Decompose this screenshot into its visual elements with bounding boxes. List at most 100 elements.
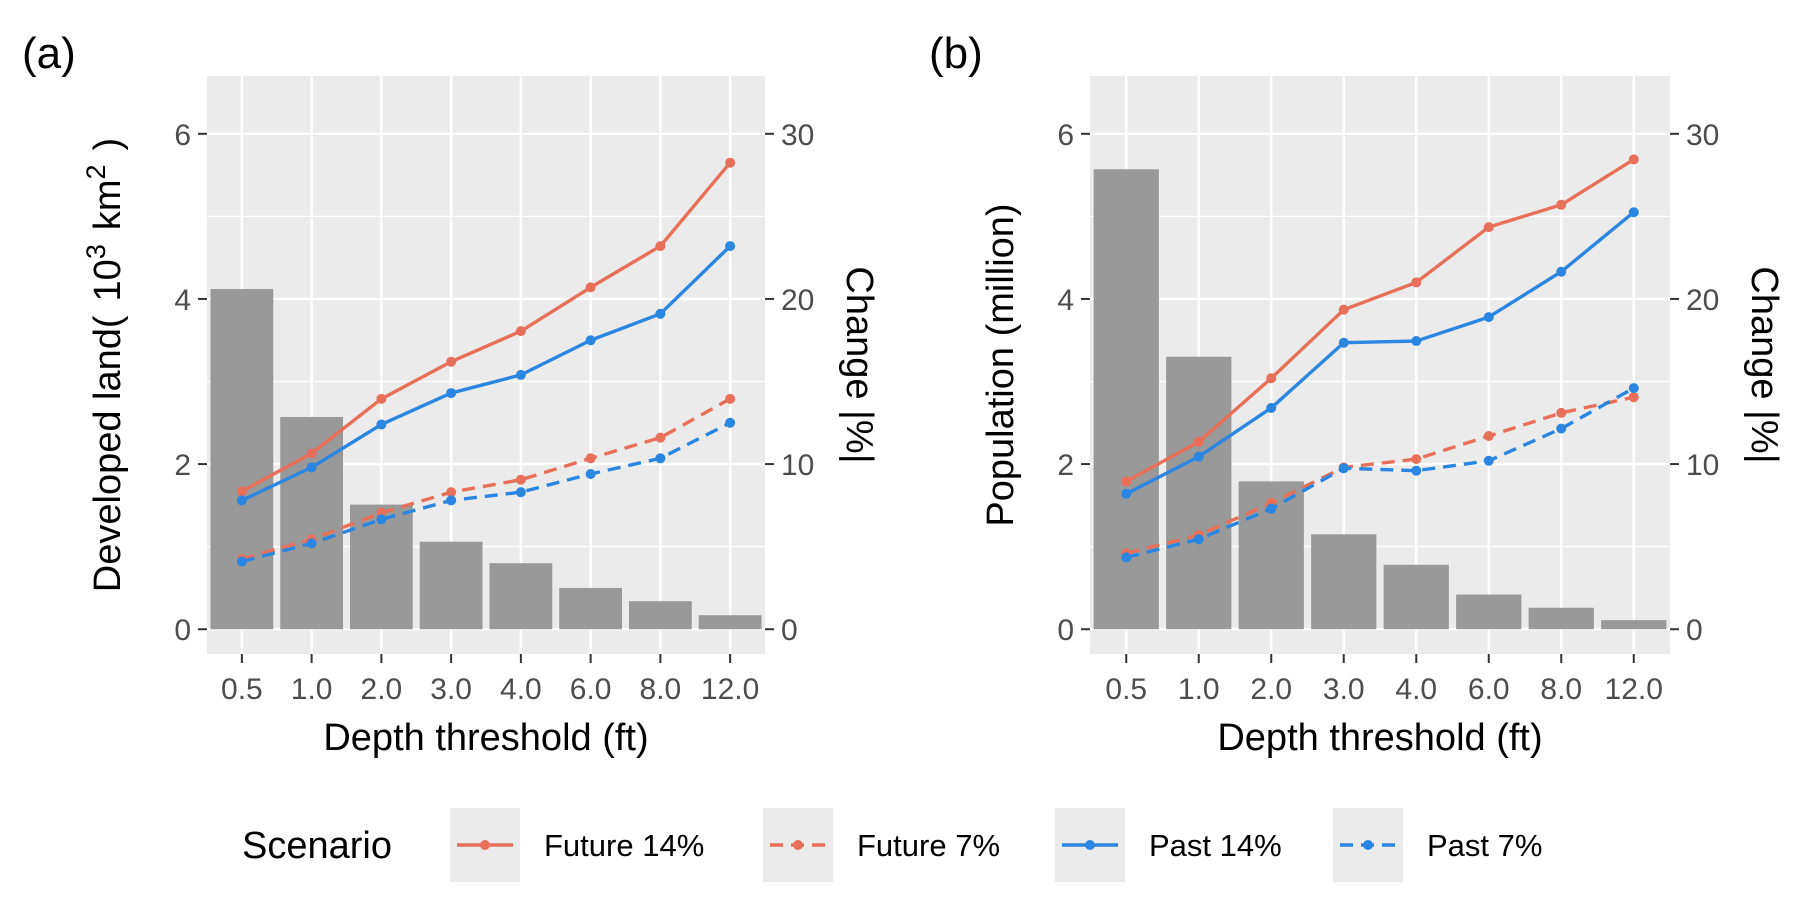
y2-tick-label: 10 [781,449,814,482]
y-tick-label: 0 [174,614,191,647]
x-tick-label: 3.0 [430,673,472,706]
series-line-future-14 [241,161,732,493]
series-line-future-7 [1125,395,1635,555]
point-future-14 [1266,373,1277,384]
point-past-14 [1556,266,1567,277]
y2-tick-label: 20 [1686,284,1719,317]
y-tick-label: 0 [1057,614,1074,647]
point-future-14 [725,157,736,168]
point-future-14 [515,326,526,337]
point-past-7 [1628,383,1639,394]
series-line-future-7 [241,397,731,561]
point-past-14 [376,419,387,430]
point-future-14 [1483,222,1494,233]
bar-6.0 [1456,594,1522,630]
y-tick-label: 6 [174,119,191,152]
point-future-14 [1121,476,1132,487]
x-tick-label: 4.0 [1395,673,1437,706]
series-line-past-14 [241,244,732,502]
point-past-14 [1193,451,1204,462]
point-future-7 [1483,431,1494,442]
y-axis-title-part: 2 [81,164,111,179]
legend-label-future-14: Future 14% [544,828,704,863]
point-past-7 [1556,423,1567,434]
y-tick-label: 4 [174,284,191,317]
bar-6.0 [559,587,623,630]
legend-key-point-past-7 [1363,840,1373,850]
point-future-14 [236,486,247,497]
bar-0.5 [210,289,274,630]
y2-tick-label: 10 [1686,449,1719,482]
legend-key-point-future-14 [480,840,490,850]
legend-label-past-14: Past 14% [1149,828,1282,863]
point-past-14 [1121,488,1132,499]
y-tick-label: 2 [174,449,191,482]
point-future-14 [1338,304,1349,315]
bar-2.0 [349,504,413,630]
bar-12.0 [1601,620,1667,630]
x-tick-label: 2.0 [1250,673,1292,706]
point-future-14 [655,241,666,252]
series-line-future-14 [1125,157,1635,483]
point-future-7 [446,487,457,498]
point-past-14 [1483,312,1494,323]
point-past-7 [1483,455,1494,466]
y2-tick-label: 30 [1686,119,1719,152]
x-tick-label: 4.0 [500,673,542,706]
point-past-14 [655,308,666,319]
x-tick-label: 3.0 [1323,673,1365,706]
x-tick-label: 1.0 [1178,673,1220,706]
y2-tick-label: 0 [781,614,798,647]
panel-tag: (a) [22,29,76,78]
point-future-7 [1628,392,1639,403]
y-axis-title: Population (million) [980,203,1022,526]
y2-tick-label: 20 [781,284,814,317]
point-future-14 [585,282,596,293]
bar-1.0 [1166,356,1232,630]
bar-3.0 [419,541,483,630]
point-past-7 [1121,552,1132,563]
x-tick-label: 12.0 [701,673,759,706]
bar-3.0 [1311,534,1377,630]
y-axis-title-part: 3 [81,244,111,259]
series-line-past-7 [1125,386,1635,560]
x-tick-label: 2.0 [361,673,403,706]
y2-tick-label: 30 [781,119,814,152]
point-future-14 [446,356,457,367]
panel-b: 0 2 4 6 0 10 20 30 0.5 1.0 2.0 3.0 4.0 6.0 8.0 12.0 Dept… [929,29,1785,759]
x-tick-label: 12.0 [1605,673,1663,706]
point-future-7 [1411,454,1422,465]
x-tick-label: 6.0 [1468,673,1510,706]
x-tick-label: 6.0 [570,673,612,706]
point-future-14 [1411,277,1422,288]
y2-axis-title: Change |%| [1743,266,1785,463]
point-future-7 [1556,407,1567,418]
y-axis-title-part: 10 [87,259,129,301]
x-tick-label: 8.0 [640,673,682,706]
legend-title: Scenario [242,825,392,867]
y-tick-label: 2 [1057,449,1074,482]
x-tick-label: 8.0 [1540,673,1582,706]
point-future-7 [585,453,596,464]
bar-8.0 [628,601,692,630]
point-past-14 [1266,402,1277,413]
point-past-14 [585,335,596,346]
point-future-14 [306,448,317,459]
point-past-7 [655,453,666,464]
x-tick-label: 1.0 [291,673,333,706]
x-tick-label: 0.5 [1105,673,1147,706]
point-future-7 [515,474,526,485]
point-past-7 [725,417,736,428]
legend-label-past-7: Past 7% [1427,828,1542,863]
bar-4.0 [489,563,553,630]
point-past-14 [725,241,736,252]
point-past-7 [585,468,596,479]
y2-tick-label: 0 [1686,614,1703,647]
point-past-7 [306,538,317,549]
bar-12.0 [698,615,762,630]
point-past-14 [236,495,247,506]
point-past-14 [1338,337,1349,348]
point-past-7 [236,556,247,567]
legend-key-point-past-14 [1085,840,1095,850]
